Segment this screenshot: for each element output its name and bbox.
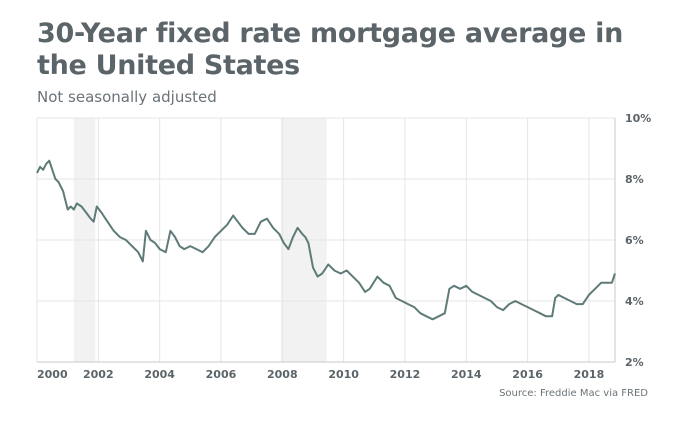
y-tick-label: 10%: [625, 112, 651, 125]
x-tick-label: 2016: [512, 368, 543, 381]
source-note: Source: Freddie Mac via FRED: [499, 388, 648, 399]
y-tick-label: 6%: [625, 234, 644, 247]
x-tick-label: 2002: [83, 368, 114, 381]
plot-frame: [36, 118, 616, 363]
y-tick-label: 8%: [625, 173, 644, 186]
y-axis: 2% 4% 6% 8% 10%: [625, 112, 651, 369]
series-line-1: [36, 159, 616, 321]
y-tick-label: 2%: [625, 356, 644, 369]
x-tick-label: 2014: [451, 368, 482, 381]
x-tick-label: 2006: [206, 368, 237, 381]
chart-subtitle: Not seasonally adjusted: [37, 88, 217, 106]
series-layer: [36, 159, 616, 321]
x-axis: 2000 2002 2004 2006 2008 2010 2012 2014 2016 2018: [37, 368, 604, 381]
chart-title: 30-Year fixed rate mortgage average in t…: [37, 18, 624, 81]
y-tick-label: 4%: [625, 295, 644, 308]
x-tick-label: 2004: [144, 368, 175, 381]
x-tick-label: 2008: [267, 368, 298, 381]
x-tick-label: 2012: [390, 368, 421, 381]
x-tick-label: 2000: [37, 368, 68, 381]
x-tick-label: 2018: [574, 368, 605, 381]
x-tick-label: 2010: [328, 368, 359, 381]
